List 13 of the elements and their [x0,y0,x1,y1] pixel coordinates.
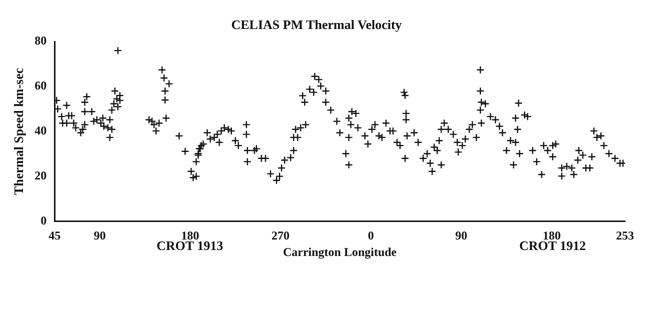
x2-tick-label: 253 [616,228,634,242]
x-tick-label: 90 [94,228,106,242]
y-tick-label: 80 [34,34,47,48]
y-axis-title: Thermal Speed km-sec [11,68,26,195]
x-tick-label: 270 [272,228,290,242]
y-tick-label: 60 [34,78,47,93]
y-tick-label: 20 [34,168,47,182]
chart-title: CELIAS PM Thermal Velocity [231,17,402,32]
y-tick-label: 0 [40,213,47,228]
x-axis-title: Carrington Longitude [282,244,398,259]
x-tick-label: 45 [48,228,61,242]
y-tick-label: 40 [34,123,47,138]
x2-tick-label: 0 [368,228,374,242]
